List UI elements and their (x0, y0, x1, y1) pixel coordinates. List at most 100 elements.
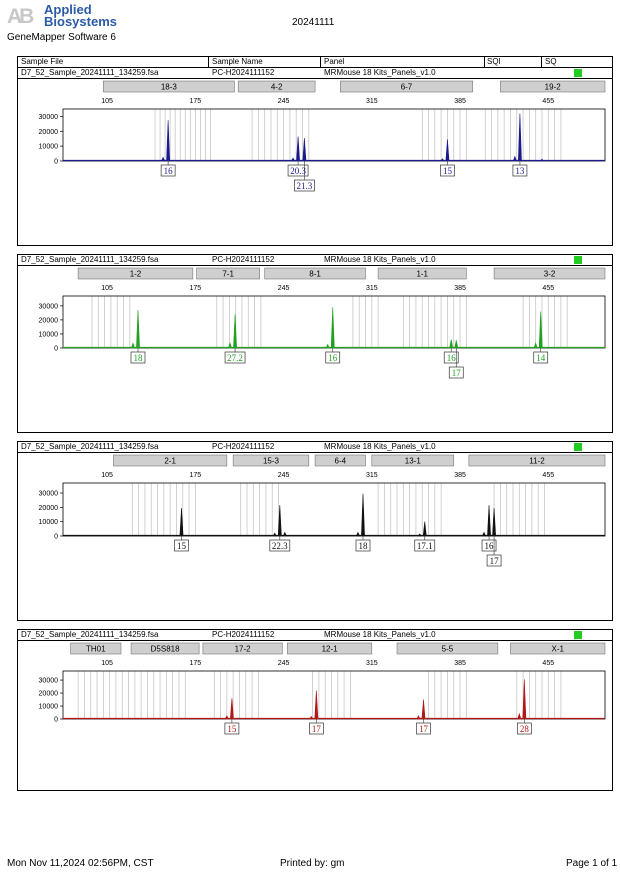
allele-label: 16 (164, 166, 174, 176)
allele-label: 17 (312, 724, 322, 734)
peak (272, 532, 277, 537)
allele-box (414, 539, 436, 552)
peak (136, 310, 140, 349)
allele-box (309, 722, 324, 735)
allele-label: 15 (227, 724, 237, 734)
allele-label: 16 (328, 353, 338, 363)
panel-name: MRMouse 18 Kits_Panels_v1.0 (324, 68, 436, 77)
allele-box (440, 164, 455, 177)
y-tick-label: 0 (54, 346, 58, 353)
y-tick-label: 0 (54, 534, 58, 541)
allele-label: 18 (358, 541, 368, 551)
allele-box (325, 351, 341, 364)
marker-label: 17-2 (235, 645, 252, 654)
marker-box (468, 454, 606, 467)
x-tick-label: 245 (278, 472, 290, 479)
peak (130, 342, 135, 349)
x-tick-label: 315 (366, 285, 378, 292)
electropherogram-panel-red: D7_52_Sample_20241111_134259.fsa PC-H202… (17, 629, 613, 791)
sample-name: PC-H2024111152 (212, 68, 275, 77)
peak (481, 531, 487, 537)
page-number: Page 1 of 1 (566, 858, 618, 869)
marker-box (340, 80, 473, 93)
peak (449, 339, 454, 349)
marker-box (510, 642, 606, 655)
marker-label: 11-2 (529, 457, 545, 466)
y-tick-label: 30000 (39, 303, 59, 310)
x-tick-label: 105 (101, 98, 113, 105)
col-sqi: SQI (487, 57, 501, 66)
peak (325, 343, 330, 349)
marker-box (130, 642, 200, 655)
y-tick-label: 0 (54, 717, 58, 724)
marker-box (237, 80, 316, 93)
peak (445, 139, 450, 162)
marker-label: X-1 (552, 645, 565, 654)
marker-label: 19-2 (545, 83, 562, 92)
electropherogram-panel-black: D7_52_Sample_20241111_134259.fsa PC-H202… (17, 441, 613, 621)
peak (421, 699, 426, 720)
peak (361, 493, 365, 537)
allele-box (287, 164, 309, 177)
plot-frame (62, 482, 606, 537)
x-tick-label: 105 (101, 660, 113, 667)
allele-box (516, 722, 532, 735)
y-tick-label: 30000 (39, 114, 59, 121)
marker-box (493, 267, 606, 280)
software-name: GeneMapper Software 6 (7, 32, 116, 43)
peak (302, 137, 307, 162)
printed-by: Printed by: gm (280, 858, 345, 869)
plot-frame (62, 108, 606, 162)
x-tick-label: 245 (278, 98, 290, 105)
peak (330, 307, 335, 349)
y-tick-label: 30000 (39, 678, 59, 685)
allele-label: 20.3 (290, 166, 306, 176)
marker-label: 18-3 (161, 83, 178, 92)
marker-label: 8-1 (309, 270, 321, 279)
peak (440, 158, 445, 162)
marker-box (396, 642, 499, 655)
allele-box (174, 539, 189, 552)
x-tick-label: 385 (454, 472, 466, 479)
allele-label: 17 (419, 724, 429, 734)
marker-box (232, 454, 310, 467)
electropherogram-red: TH01 D5S818 17-2 12-1 5-5 X-1 105 175 245 315 385 4… (39, 642, 606, 735)
sample-name: PC-H2024111152 (212, 442, 275, 451)
sq-status-indicator (574, 256, 582, 264)
x-tick-label: 385 (454, 285, 466, 292)
allele-label: 13 (515, 166, 525, 176)
allele-label: 27.2 (227, 353, 243, 363)
marker-label: 7-1 (222, 270, 234, 279)
peak (233, 314, 237, 349)
allele-box (512, 164, 528, 177)
allele-box (448, 366, 464, 379)
logo-line-2: Biosystems (44, 14, 117, 29)
marker-box (196, 267, 260, 280)
allele-box (294, 179, 315, 192)
peak (417, 533, 422, 537)
sample-name: PC-H2024111152 (212, 630, 275, 639)
allele-box (224, 351, 246, 364)
col-panel: Panel (324, 57, 345, 66)
sample-info-row: D7_52_Sample_20241111_134259.fsa PC-H202… (18, 630, 612, 641)
y-tick-label: 10000 (39, 704, 59, 711)
y-tick-label: 20000 (39, 317, 59, 324)
allele-label: 17 (452, 368, 462, 378)
sample-name: PC-H2024111152 (212, 255, 275, 264)
sample-info-row: D7_52_Sample_20241111_134259.fsa PC-H202… (18, 255, 612, 266)
report-date: 20241111 (292, 17, 335, 28)
peak (227, 342, 233, 349)
allele-label: 28 (520, 724, 530, 734)
allele-box (416, 722, 431, 735)
x-tick-label: 105 (101, 472, 113, 479)
allele-box (160, 164, 176, 177)
peak (539, 158, 545, 162)
x-tick-label: 245 (278, 660, 290, 667)
peak (290, 157, 296, 162)
panel-name: MRMouse 18 Kits_Panels_v1.0 (324, 630, 436, 639)
electropherogram-black: 2-1 15-3 6-4 13-1 11-2 105 175 245 315 385 455 0 100… (39, 454, 606, 567)
x-tick-label: 455 (542, 285, 554, 292)
allele-label: 17 (490, 556, 500, 566)
x-tick-label: 315 (366, 660, 378, 667)
peak (416, 715, 421, 720)
